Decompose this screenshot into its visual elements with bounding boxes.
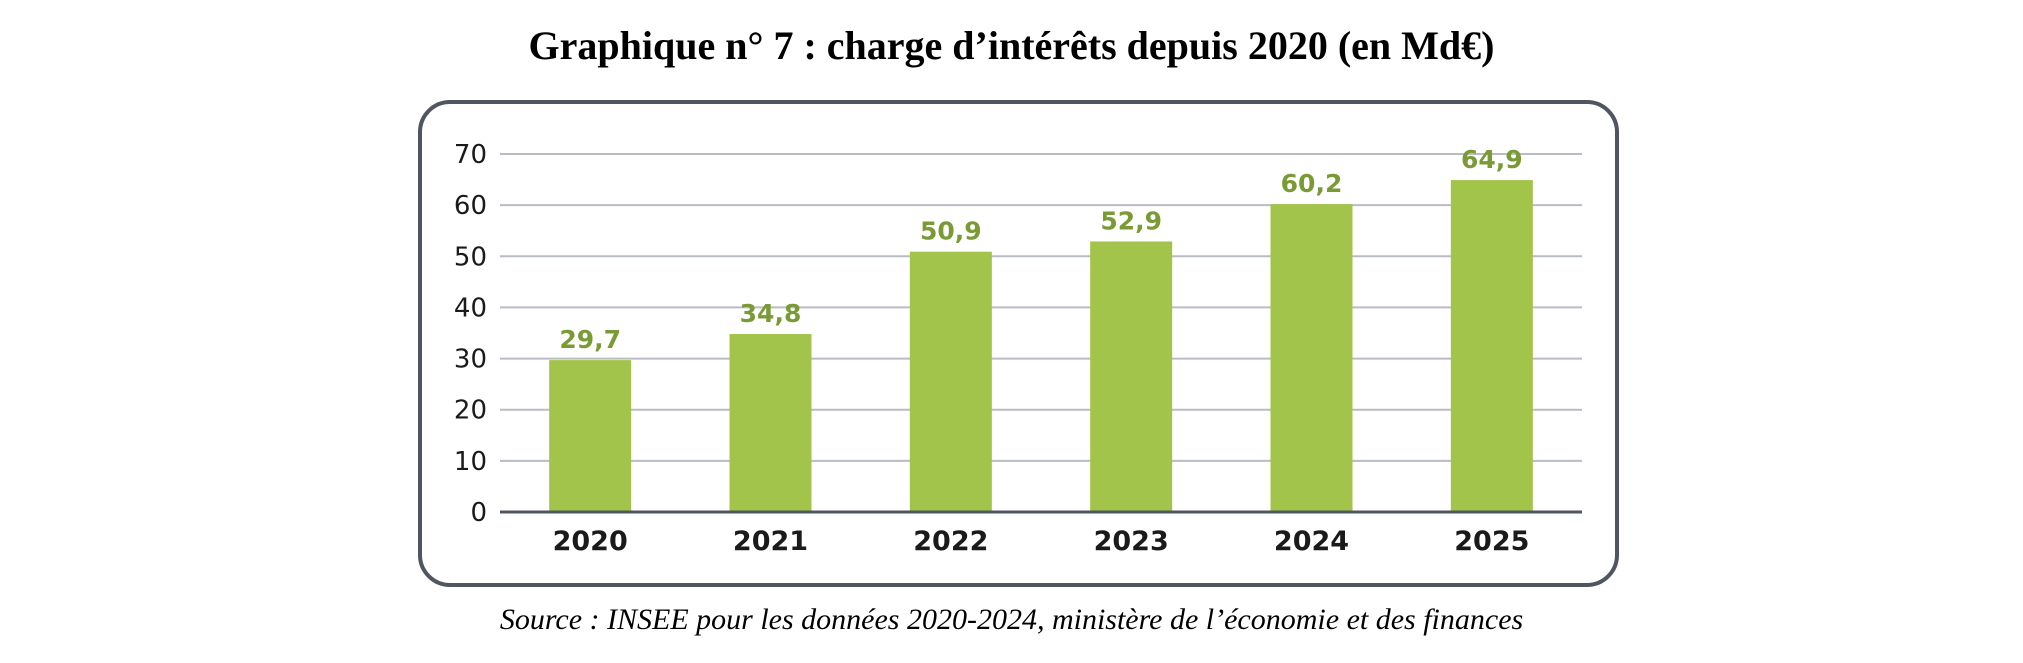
data-label: 34,8 [740, 299, 802, 328]
data-label: 60,2 [1281, 169, 1343, 198]
y-tick-label: 60 [454, 191, 487, 221]
x-tick-label: 2025 [1454, 526, 1529, 557]
bar [729, 334, 812, 512]
x-tick-label: 2021 [733, 526, 808, 557]
data-label: 52,9 [1100, 206, 1162, 235]
y-tick-label: 30 [454, 345, 487, 375]
bar [1270, 204, 1353, 512]
y-tick-label: 50 [454, 242, 487, 272]
source-note: Source : INSEE pour les données 2020-202… [499, 603, 1524, 636]
bar [1450, 180, 1533, 512]
x-tick-label: 2022 [913, 526, 988, 557]
y-tick-label: 70 [454, 140, 487, 170]
bar [909, 251, 992, 512]
x-tick-label: 2024 [1274, 526, 1349, 557]
y-tick-label: 10 [454, 447, 487, 477]
y-tick-label: 40 [454, 293, 487, 323]
bar [549, 360, 632, 512]
bar [1090, 241, 1173, 512]
data-label: 64,9 [1461, 145, 1523, 174]
x-tick-label: 2020 [553, 526, 628, 557]
chart-title: Graphique n° 7 : charge d’intérêts depui… [528, 23, 1495, 68]
x-tick-label: 2023 [1094, 526, 1169, 557]
data-label: 50,9 [920, 217, 982, 246]
y-tick-label: 20 [454, 396, 487, 426]
y-tick-label: 0 [470, 498, 487, 528]
data-label: 29,7 [559, 325, 621, 354]
